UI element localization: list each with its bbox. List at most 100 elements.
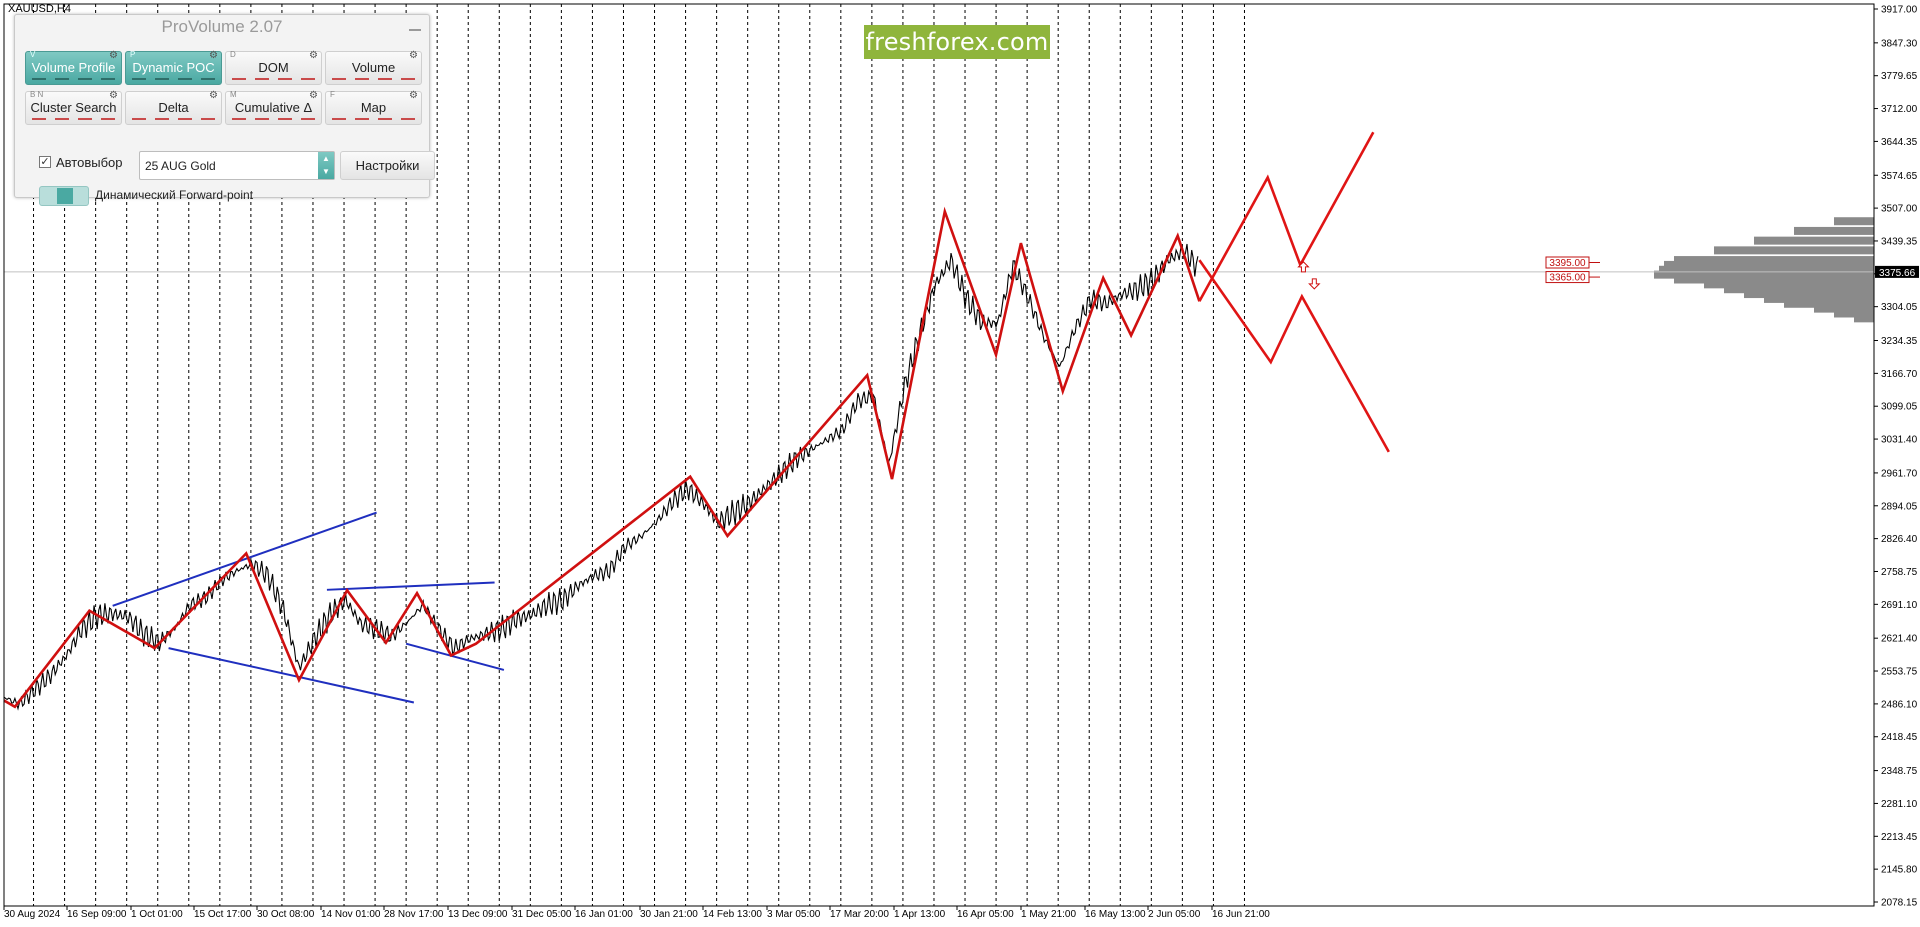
channel-line [405, 642, 505, 671]
settings-button[interactable]: Настройки [340, 151, 435, 180]
indicator-mark [255, 118, 269, 120]
y-tick-label: 2758.75 [1881, 567, 1918, 578]
y-tick-label: 2894.05 [1881, 501, 1918, 512]
arrow-down-icon [1308, 278, 1321, 290]
tool-button[interactable]: M ⚙ Cumulative Δ [225, 90, 322, 125]
auto-select-checkbox[interactable]: ✓ [39, 156, 51, 168]
level-box [1545, 271, 1590, 284]
y-tick-label: 2418.45 [1881, 732, 1918, 743]
forward-point-toggle[interactable] [39, 186, 89, 206]
y-tick-label: 2078.15 [1881, 898, 1918, 909]
x-tick-label: 15 Oct 17:00 [194, 909, 252, 920]
indicator-mark [332, 78, 346, 80]
tool-button-label: Cluster Search [30, 100, 117, 115]
y-tick-label: 3917.00 [1881, 5, 1918, 16]
gear-icon[interactable]: ⚙ [309, 90, 318, 101]
spin-arrows-icon[interactable]: ▲ ▼ [318, 152, 334, 179]
indicator-mark [155, 118, 169, 120]
indicator-mark [101, 118, 115, 120]
gear-icon[interactable]: ⚙ [209, 50, 218, 61]
gear-icon[interactable]: ⚙ [409, 50, 418, 61]
toggle-knob [57, 188, 73, 204]
forecast-zigzag [1198, 259, 1390, 453]
x-tick-label: 31 Dec 05:00 [512, 909, 572, 920]
tool-button[interactable]: D ⚙ DOM [225, 50, 322, 85]
y-tick-label: 3847.30 [1881, 38, 1918, 49]
indicator-mark [301, 78, 315, 80]
x-tick-label: 30 Aug 2024 [4, 909, 61, 920]
arrow-up-icon [1297, 261, 1310, 273]
y-tick-label: 2486.10 [1881, 699, 1918, 710]
indicator-mark [401, 118, 415, 120]
tool-button-label: Map [360, 100, 387, 115]
level-box [1545, 256, 1590, 269]
x-tick-label: 17 Mar 20:00 [830, 909, 889, 920]
hotkey-label: V [30, 50, 36, 59]
y-tick-label: 3099.05 [1881, 402, 1918, 413]
y-tick-label: 3644.35 [1881, 137, 1918, 148]
indicator-marks [332, 78, 415, 81]
indicator-mark [155, 78, 169, 80]
volume-bar [1704, 280, 1874, 289]
forecast-zigzags [1198, 131, 1390, 453]
brand-logo: freshforex.com [864, 25, 1050, 59]
x-tick-label: 1 Apr 13:00 [894, 909, 946, 920]
indicator-mark [178, 78, 192, 80]
indicator-mark [201, 78, 215, 80]
x-tick-label: 1 May 21:00 [1021, 909, 1076, 920]
tool-button[interactable]: B N ⚙ Cluster Search [25, 90, 122, 125]
y-tick-label: 3304.05 [1881, 302, 1918, 313]
gear-icon[interactable]: ⚙ [109, 50, 118, 61]
gear-icon[interactable]: ⚙ [409, 90, 418, 101]
tool-button[interactable]: F ⚙ Map [325, 90, 422, 125]
tool-button-label: Volume Profile [31, 60, 116, 75]
hotkey-label: D [230, 50, 236, 59]
indicator-mark [278, 78, 292, 80]
x-tick-label: 3 Mar 05:00 [767, 909, 821, 920]
tool-button[interactable]: V ⚙ Volume Profile [25, 50, 122, 85]
minimize-icon[interactable] [409, 21, 421, 31]
gear-icon[interactable]: ⚙ [209, 90, 218, 101]
volume-bar [1854, 314, 1874, 323]
volume-bar [1814, 304, 1874, 313]
volume-bar [1724, 285, 1874, 294]
indicator-mark [232, 78, 246, 80]
y-tick-label: 3574.65 [1881, 171, 1918, 182]
indicator-mark [278, 118, 292, 120]
indicator-mark [32, 78, 46, 80]
arrow-shape [1308, 278, 1321, 290]
indicator-marks [32, 78, 115, 81]
tool-button[interactable]: ⚙ Delta [125, 90, 222, 125]
tool-button[interactable]: P ⚙ Dynamic POC [125, 50, 222, 85]
auto-select-label: Автовыбор [56, 155, 123, 170]
price-levels: 3395.00 3365.00 [1545, 256, 1600, 284]
x-tick-label: 30 Jan 21:00 [640, 909, 698, 920]
price-line [3, 243, 1199, 711]
y-tick-label: 2281.10 [1881, 799, 1918, 810]
x-axis-ticks: 30 Aug 2024 16 Sep 09:00 1 Oct 01:00 15 Oct… [3, 906, 1270, 920]
x-tick-label: 13 Dec 09:00 [448, 909, 508, 920]
y-tick-label: 2826.40 [1881, 534, 1918, 545]
x-tick-label: 16 Apr 05:00 [957, 909, 1014, 920]
instrument-select[interactable]: 25 AUG Gold ▲ ▼ [139, 151, 335, 180]
forward-point-label: Динамический Forward-point [95, 188, 254, 202]
channel-line [112, 511, 377, 607]
volume-profile-histogram [1654, 217, 1874, 323]
y-tick-label: 2621.40 [1881, 634, 1918, 645]
x-tick-label: 14 Nov 01:00 [321, 909, 381, 920]
volume-bar [1764, 294, 1874, 303]
indicator-marks [332, 118, 415, 121]
indicator-mark [401, 78, 415, 80]
indicator-marks [32, 118, 115, 121]
gear-icon[interactable]: ⚙ [309, 50, 318, 61]
x-tick-label: 2 Jun 05:00 [1148, 909, 1201, 920]
indicator-mark [378, 78, 392, 80]
indicator-mark [55, 78, 69, 80]
tool-button[interactable]: ⚙ Volume [325, 50, 422, 85]
gear-icon[interactable]: ⚙ [109, 90, 118, 101]
indicator-mark [32, 118, 46, 120]
indicator-mark [378, 118, 392, 120]
indicator-mark [201, 118, 215, 120]
x-tick-label: 16 Sep 09:00 [67, 909, 127, 920]
indicator-mark [132, 78, 146, 80]
